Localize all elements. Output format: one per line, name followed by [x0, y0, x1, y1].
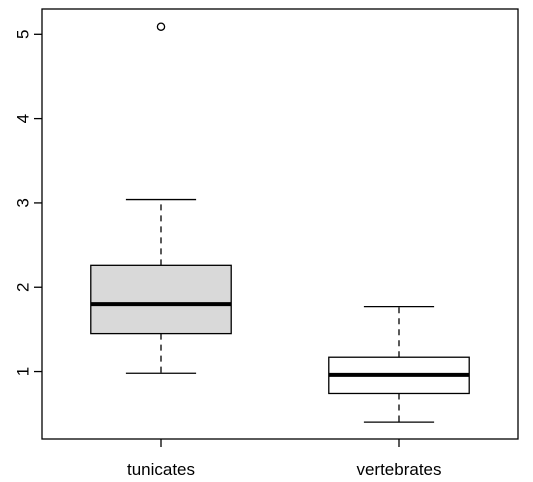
y-tick-label-5: 5 [14, 30, 33, 39]
y-tick-label-3: 3 [14, 198, 33, 207]
x-axis: tunicates vertebrates [127, 439, 442, 479]
iqr-box-tunicates [90, 264, 232, 335]
y-tick-label-2: 2 [14, 283, 33, 292]
plot-frame [41, 8, 519, 440]
boxes [90, 22, 470, 423]
x-tick-label-vertebrates: vertebrates [356, 460, 441, 479]
y-tick-label-1: 1 [14, 367, 33, 376]
y-tick-label-4: 4 [14, 114, 33, 123]
y-axis: 1 2 3 4 5 [14, 30, 42, 376]
box-tunicates [90, 22, 232, 374]
box-vertebrates [328, 305, 470, 423]
x-tick-label-tunicates: tunicates [127, 460, 195, 479]
outlier-tunicates-0 [156, 22, 166, 31]
